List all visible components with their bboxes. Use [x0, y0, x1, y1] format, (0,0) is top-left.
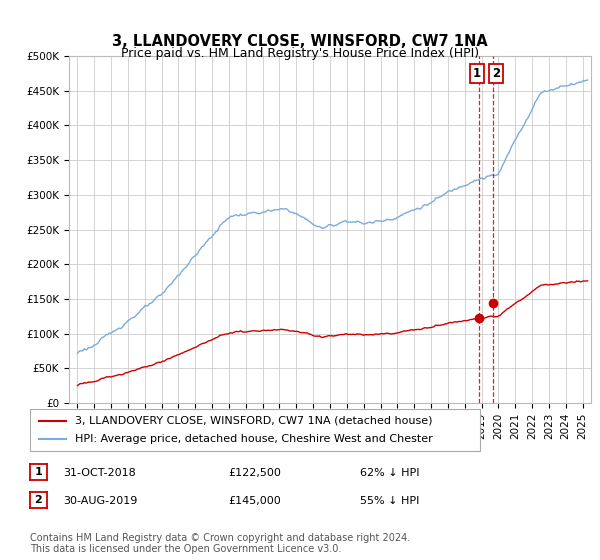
Text: 55% ↓ HPI: 55% ↓ HPI: [360, 496, 419, 506]
Text: 30-AUG-2019: 30-AUG-2019: [63, 496, 137, 506]
Text: HPI: Average price, detached house, Cheshire West and Chester: HPI: Average price, detached house, Ches…: [75, 434, 433, 444]
FancyBboxPatch shape: [30, 409, 480, 451]
Text: 1: 1: [473, 67, 481, 80]
Text: 2: 2: [35, 495, 42, 505]
Text: 1: 1: [35, 467, 42, 477]
Text: Contains HM Land Registry data © Crown copyright and database right 2024.
This d: Contains HM Land Registry data © Crown c…: [30, 533, 410, 554]
Text: £122,500: £122,500: [228, 468, 281, 478]
Text: 31-OCT-2018: 31-OCT-2018: [63, 468, 136, 478]
Text: 62% ↓ HPI: 62% ↓ HPI: [360, 468, 419, 478]
Text: £145,000: £145,000: [228, 496, 281, 506]
Text: 3, LLANDOVERY CLOSE, WINSFORD, CW7 1NA: 3, LLANDOVERY CLOSE, WINSFORD, CW7 1NA: [112, 35, 488, 49]
Text: 3, LLANDOVERY CLOSE, WINSFORD, CW7 1NA (detached house): 3, LLANDOVERY CLOSE, WINSFORD, CW7 1NA (…: [75, 416, 433, 426]
Text: Price paid vs. HM Land Registry's House Price Index (HPI): Price paid vs. HM Land Registry's House …: [121, 46, 479, 60]
Text: 2: 2: [492, 67, 500, 80]
